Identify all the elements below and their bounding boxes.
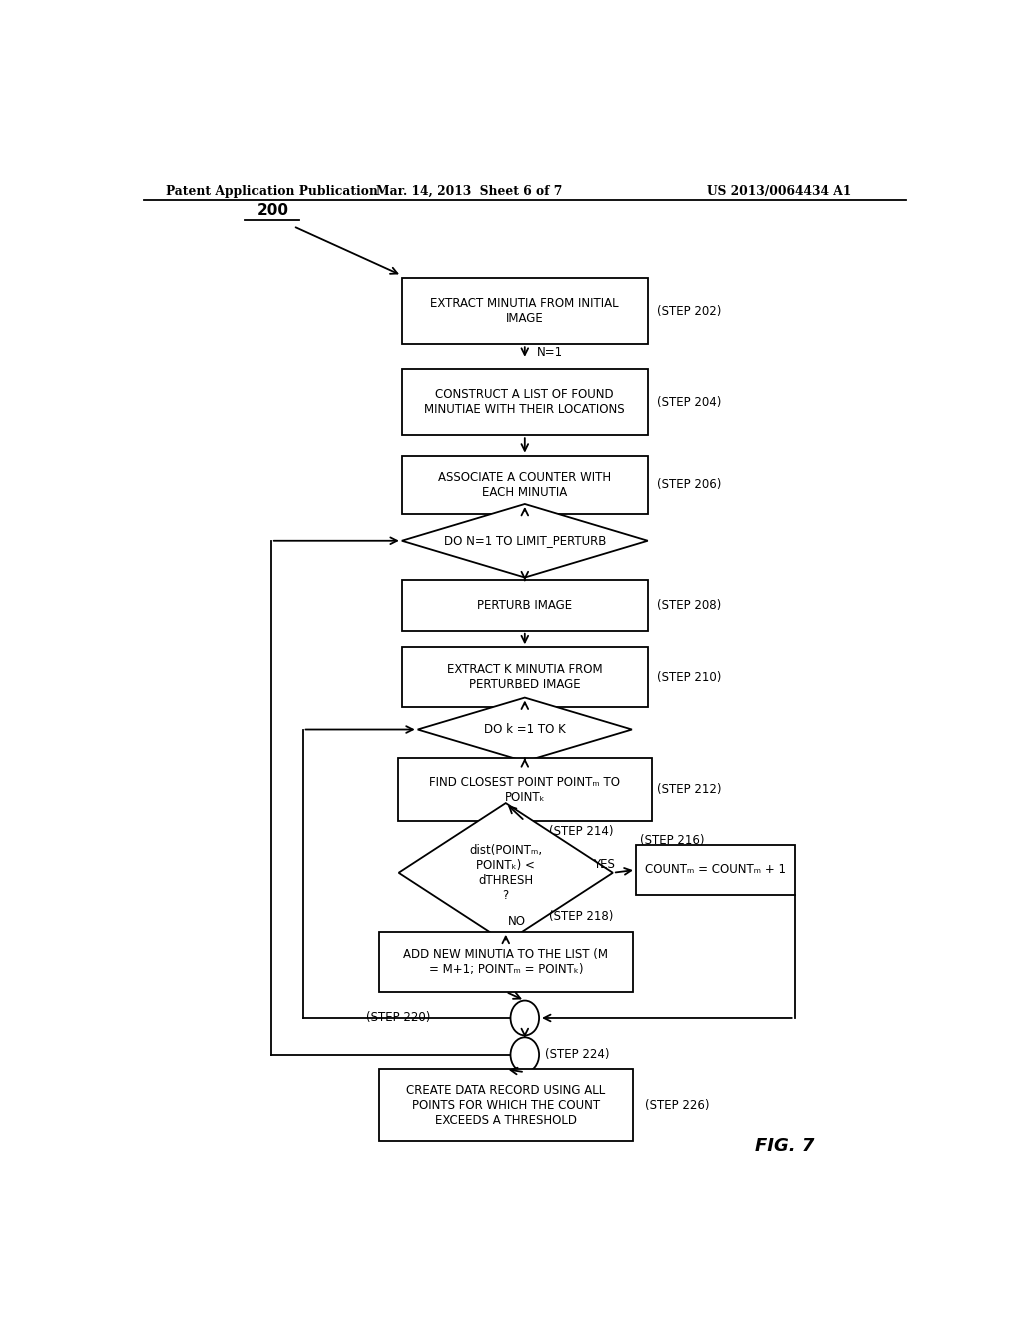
Text: ADD NEW MINUTIA TO THE LIST (M
= M+1; POINTₘ = POINTₖ): ADD NEW MINUTIA TO THE LIST (M = M+1; PO… [403, 948, 608, 975]
Text: DO k =1 TO K: DO k =1 TO K [484, 723, 565, 737]
FancyBboxPatch shape [401, 370, 648, 436]
Text: (STEP 212): (STEP 212) [657, 783, 722, 796]
FancyBboxPatch shape [636, 845, 795, 895]
Text: FIG. 7: FIG. 7 [755, 1137, 814, 1155]
Text: FIND CLOSEST POINT POINTₘ TO
POINTₖ: FIND CLOSEST POINT POINTₘ TO POINTₖ [429, 776, 621, 804]
Text: (STEP 202): (STEP 202) [657, 305, 722, 318]
Polygon shape [398, 803, 613, 942]
Circle shape [511, 1001, 539, 1035]
FancyBboxPatch shape [401, 647, 648, 708]
Text: (STEP 210): (STEP 210) [657, 671, 722, 684]
Text: 200: 200 [256, 203, 289, 218]
Text: CONSTRUCT A LIST OF FOUND
MINUTIAE WITH THEIR LOCATIONS: CONSTRUCT A LIST OF FOUND MINUTIAE WITH … [425, 388, 625, 416]
Text: (STEP 224): (STEP 224) [545, 1048, 609, 1061]
Text: EXTRACT MINUTIA FROM INITIAL
IMAGE: EXTRACT MINUTIA FROM INITIAL IMAGE [430, 297, 620, 325]
FancyBboxPatch shape [401, 581, 648, 631]
FancyBboxPatch shape [397, 758, 651, 821]
Text: YES: YES [593, 858, 615, 871]
Text: PERTURB IMAGE: PERTURB IMAGE [477, 599, 572, 612]
Text: US 2013/0064434 A1: US 2013/0064434 A1 [708, 185, 852, 198]
Text: (STEP 208): (STEP 208) [657, 599, 722, 612]
FancyBboxPatch shape [401, 279, 648, 345]
Text: (STEP 218): (STEP 218) [549, 909, 613, 923]
Text: CREATE DATA RECORD USING ALL
POINTS FOR WHICH THE COUNT
EXCEEDS A THRESHOLD: CREATE DATA RECORD USING ALL POINTS FOR … [407, 1084, 605, 1126]
Text: dist(POINTₘ,
POINTₖ) <
dTHRESH
?: dist(POINTₘ, POINTₖ) < dTHRESH ? [469, 843, 543, 902]
Polygon shape [401, 504, 648, 578]
Text: N=1: N=1 [537, 346, 563, 359]
FancyBboxPatch shape [401, 455, 648, 513]
Text: EXTRACT K MINUTIA FROM
PERTURBED IMAGE: EXTRACT K MINUTIA FROM PERTURBED IMAGE [447, 663, 602, 692]
Circle shape [511, 1038, 539, 1072]
Polygon shape [418, 697, 632, 762]
Text: DO N=1 TO LIMIT_PERTURB: DO N=1 TO LIMIT_PERTURB [443, 535, 606, 548]
Text: Mar. 14, 2013  Sheet 6 of 7: Mar. 14, 2013 Sheet 6 of 7 [376, 185, 562, 198]
Text: Patent Application Publication: Patent Application Publication [166, 185, 378, 198]
Text: (STEP 214): (STEP 214) [549, 825, 613, 838]
Text: (STEP 204): (STEP 204) [657, 396, 722, 409]
FancyBboxPatch shape [379, 932, 633, 991]
Text: (STEP 206): (STEP 206) [657, 478, 722, 491]
Text: NO: NO [508, 915, 526, 928]
Text: (STEP 226): (STEP 226) [645, 1098, 710, 1111]
Text: (STEP 220): (STEP 220) [367, 1011, 430, 1024]
Text: COUNTₘ = COUNTₘ + 1: COUNTₘ = COUNTₘ + 1 [645, 863, 785, 876]
FancyBboxPatch shape [379, 1069, 633, 1140]
Text: ASSOCIATE A COUNTER WITH
EACH MINUTIA: ASSOCIATE A COUNTER WITH EACH MINUTIA [438, 471, 611, 499]
Text: (STEP 216): (STEP 216) [640, 834, 705, 847]
